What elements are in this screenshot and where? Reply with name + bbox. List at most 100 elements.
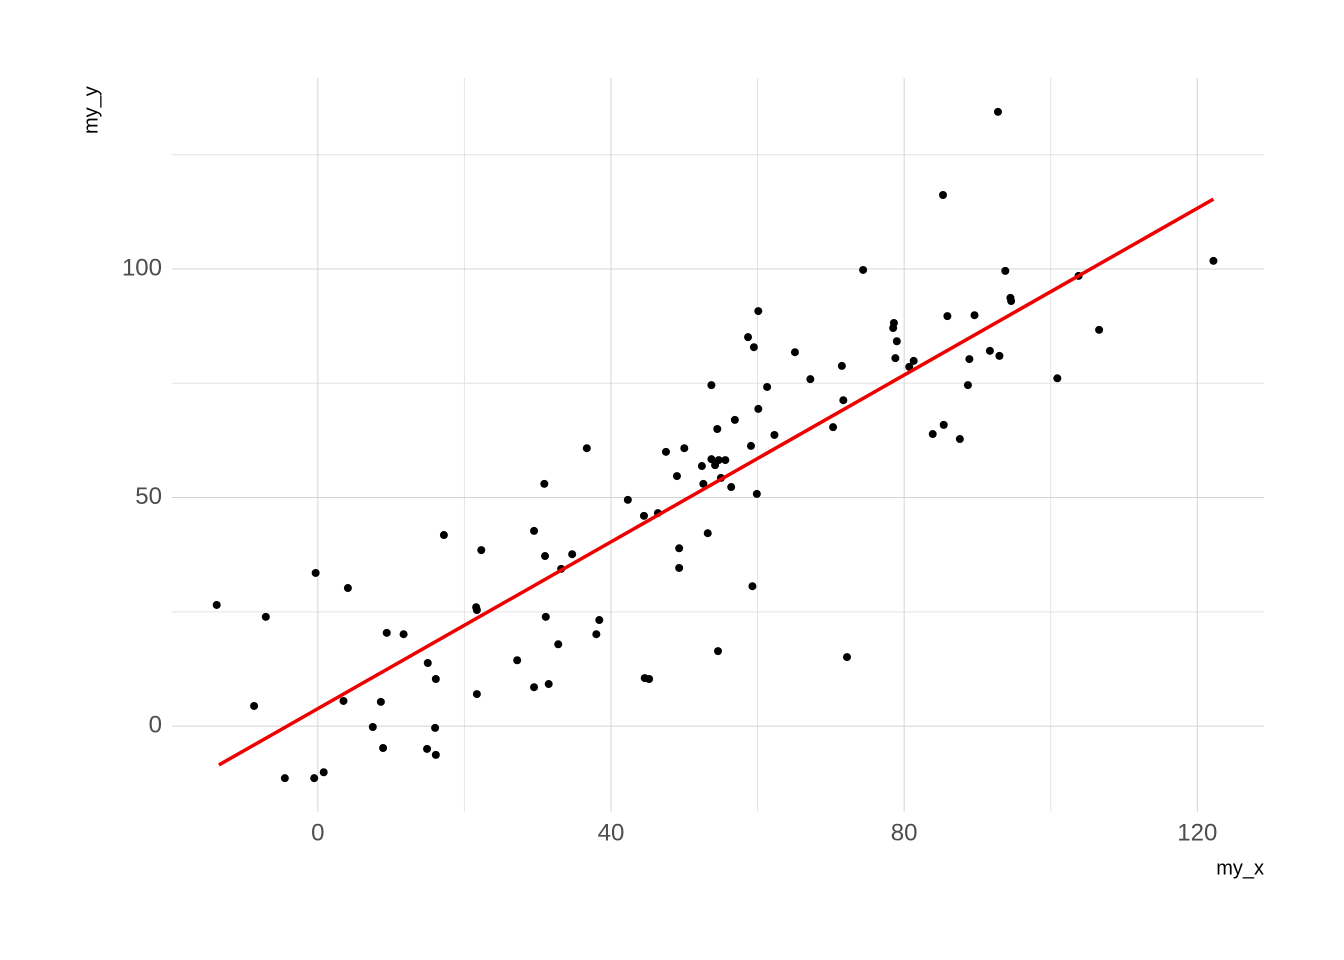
point	[928, 430, 937, 439]
point	[431, 750, 440, 759]
point	[568, 550, 577, 559]
point	[675, 563, 684, 572]
point	[382, 628, 391, 637]
point	[343, 584, 352, 593]
point	[540, 479, 549, 488]
point	[970, 311, 979, 320]
point	[790, 348, 799, 357]
point	[544, 680, 553, 689]
point	[744, 333, 753, 342]
point	[1007, 297, 1016, 306]
point	[837, 361, 846, 370]
point	[339, 696, 348, 705]
point	[714, 647, 722, 656]
point	[310, 774, 319, 783]
point	[943, 312, 952, 321]
point	[431, 675, 440, 684]
point	[675, 544, 684, 553]
point	[889, 318, 898, 327]
x-tick-label: 80	[891, 819, 918, 846]
x-tick-label: 120	[1177, 819, 1217, 846]
point	[727, 483, 736, 492]
point	[661, 447, 670, 456]
point	[909, 356, 918, 365]
x-tick-label: 40	[598, 819, 625, 846]
point	[806, 375, 815, 384]
point	[1095, 325, 1104, 334]
point	[319, 768, 328, 777]
point	[839, 396, 848, 405]
point	[1001, 266, 1010, 275]
point	[965, 355, 974, 364]
point	[639, 511, 648, 520]
point	[439, 531, 448, 540]
point	[713, 425, 722, 434]
point	[763, 382, 772, 391]
x-axis-title: my_x	[1216, 857, 1264, 879]
point	[993, 107, 1002, 116]
point	[829, 423, 838, 432]
point	[859, 265, 868, 274]
point	[939, 420, 948, 429]
y-tick-label: 100	[122, 254, 162, 281]
point	[477, 546, 486, 555]
point	[730, 415, 739, 424]
point	[623, 495, 632, 504]
point	[754, 307, 763, 316]
point	[754, 404, 763, 413]
point	[721, 456, 730, 465]
point	[1053, 374, 1062, 383]
point	[261, 612, 270, 621]
x-tick-label: 0	[311, 819, 324, 846]
point	[592, 630, 601, 639]
point	[368, 722, 377, 731]
point	[513, 656, 522, 665]
point	[955, 435, 964, 444]
y-tick-label: 50	[135, 483, 162, 510]
point	[554, 640, 563, 649]
point	[985, 346, 994, 355]
point	[746, 441, 755, 450]
point	[431, 723, 440, 732]
point	[703, 529, 712, 538]
point	[749, 343, 758, 352]
point	[891, 354, 900, 363]
point	[1209, 256, 1218, 265]
point	[995, 351, 1004, 360]
point	[595, 616, 604, 625]
point	[699, 479, 708, 488]
point	[582, 444, 591, 453]
point	[280, 774, 289, 783]
point	[399, 630, 408, 639]
y-tick-label: 0	[149, 711, 162, 738]
point	[212, 600, 221, 609]
point	[541, 612, 550, 621]
point	[645, 675, 654, 684]
point	[672, 472, 681, 481]
point	[707, 381, 716, 390]
point	[748, 582, 757, 591]
point	[311, 568, 320, 577]
point	[770, 430, 779, 439]
y-axis-title: my_y	[80, 86, 102, 134]
point	[472, 605, 481, 614]
point	[530, 683, 539, 692]
point	[905, 362, 914, 371]
point	[842, 653, 851, 662]
point	[680, 444, 689, 453]
fit-line	[218, 197, 1215, 767]
point	[472, 690, 481, 699]
point	[379, 744, 388, 753]
point	[250, 701, 259, 710]
point	[530, 526, 539, 535]
point	[752, 489, 761, 498]
point	[714, 456, 723, 465]
point	[697, 462, 706, 471]
point	[707, 455, 716, 464]
point	[376, 697, 385, 706]
point	[423, 659, 432, 668]
point	[938, 191, 947, 200]
point	[541, 552, 550, 561]
point	[423, 744, 432, 753]
